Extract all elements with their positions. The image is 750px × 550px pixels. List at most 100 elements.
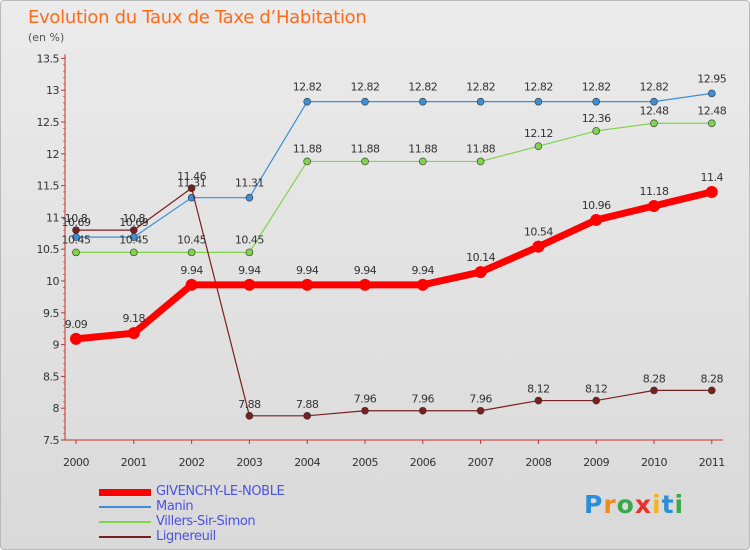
series-point xyxy=(72,248,80,257)
data-label: 9.09 xyxy=(65,318,88,331)
data-label: 8.28 xyxy=(643,372,666,385)
series-point xyxy=(130,226,138,234)
legend-label: Villers-Sir-Simon xyxy=(156,514,256,529)
y-tick-label: 13 xyxy=(46,84,59,97)
x-tick-label: 2009 xyxy=(583,456,609,469)
data-label: 11.88 xyxy=(293,142,322,155)
data-label: 12.82 xyxy=(640,81,669,94)
chart-unit-label: (en %) xyxy=(28,31,65,44)
series-line-2 xyxy=(76,122,712,253)
logo-letter: i xyxy=(674,490,685,519)
series-point xyxy=(650,386,658,395)
data-label: 9.18 xyxy=(123,312,146,325)
series-point xyxy=(72,226,80,234)
series-point xyxy=(476,97,485,106)
data-label: 10.45 xyxy=(119,233,148,246)
series-point xyxy=(707,89,716,98)
data-label: 8.12 xyxy=(527,383,550,396)
series-point xyxy=(359,278,371,291)
series-point xyxy=(245,248,254,257)
y-tick-label: 10 xyxy=(46,275,59,288)
series-point xyxy=(532,240,545,253)
y-tick-label: 12 xyxy=(46,148,59,161)
series-point xyxy=(70,332,82,345)
data-label: 11.88 xyxy=(466,142,495,155)
series-point xyxy=(707,386,716,395)
series-point xyxy=(301,278,314,291)
data-label: 11.88 xyxy=(408,142,437,155)
series-point xyxy=(650,119,658,128)
data-label: 10.45 xyxy=(177,233,206,246)
data-label: 10.69 xyxy=(62,216,91,229)
data-label: 10.8 xyxy=(123,212,146,225)
y-tick-label: 8 xyxy=(53,402,60,415)
data-label: 11.18 xyxy=(640,185,669,198)
series-point xyxy=(534,396,543,405)
legend-label: GIVENCHY-LE-NOBLE xyxy=(156,484,285,499)
series-point xyxy=(245,193,254,202)
series-point xyxy=(361,406,369,415)
data-label: 10.96 xyxy=(582,199,611,212)
data-label: 7.96 xyxy=(469,393,492,406)
x-tick-label: 2001 xyxy=(121,456,147,469)
series-point xyxy=(592,97,601,106)
proxiti-logo: Proxiti xyxy=(584,490,684,519)
series-point xyxy=(418,97,427,106)
data-label: 11.31 xyxy=(177,177,206,190)
series-point xyxy=(590,213,603,226)
series-point xyxy=(534,97,543,106)
data-label: 10.54 xyxy=(524,226,553,239)
y-tick-label: 11.5 xyxy=(37,180,60,193)
chart-title: Evolution du Taux de Taxe d’Habitation xyxy=(28,7,367,28)
logo-letter: o xyxy=(616,490,635,519)
y-tick-label: 7.5 xyxy=(43,434,59,447)
series-point xyxy=(648,199,660,212)
y-tick-label: 9 xyxy=(53,339,60,352)
data-label: 12.48 xyxy=(640,104,669,117)
x-tick-label: 2008 xyxy=(525,456,551,469)
data-label: 9.94 xyxy=(238,264,261,277)
data-label: 9.94 xyxy=(180,264,203,277)
data-label: 12.82 xyxy=(524,81,553,94)
x-tick-label: 2005 xyxy=(352,456,378,469)
logo-letter: t xyxy=(661,490,675,519)
series-point xyxy=(187,248,196,257)
series-point xyxy=(361,157,369,166)
legend-swatch xyxy=(99,536,151,538)
series-point xyxy=(243,278,256,291)
data-label: 7.96 xyxy=(412,393,435,406)
data-label: 8.12 xyxy=(585,383,608,396)
y-tick-label: 10.5 xyxy=(37,243,60,256)
data-label: 7.96 xyxy=(354,393,377,406)
series-point xyxy=(127,327,140,340)
series-line-3 xyxy=(76,187,712,417)
logo-letter: i xyxy=(652,490,662,519)
data-label: 12.36 xyxy=(582,112,611,125)
series-point xyxy=(418,406,427,415)
x-tick-label: 2003 xyxy=(236,456,262,469)
data-label: 12.82 xyxy=(293,81,322,94)
series-point xyxy=(303,157,312,166)
series-point xyxy=(187,184,196,192)
data-label: 10.14 xyxy=(466,251,495,264)
series-point xyxy=(592,127,601,135)
legend-swatch xyxy=(99,489,151,496)
y-tick-label: 9.5 xyxy=(43,307,59,320)
data-label: 9.94 xyxy=(354,264,377,277)
series-line-0 xyxy=(75,188,713,343)
data-label: 10.45 xyxy=(62,233,91,246)
data-label: 10.45 xyxy=(235,233,264,246)
series-point xyxy=(476,406,485,415)
data-label: 10.69 xyxy=(119,216,148,229)
data-label: 7.88 xyxy=(296,398,319,411)
series-point xyxy=(303,412,312,420)
data-label: 12.82 xyxy=(351,81,380,94)
y-tick-label: 8.5 xyxy=(43,370,59,383)
series-point xyxy=(705,185,718,198)
series-point xyxy=(534,142,543,150)
data-label: 11.88 xyxy=(351,142,380,155)
data-label: 8.28 xyxy=(701,372,724,385)
data-label: 7.88 xyxy=(238,398,261,411)
